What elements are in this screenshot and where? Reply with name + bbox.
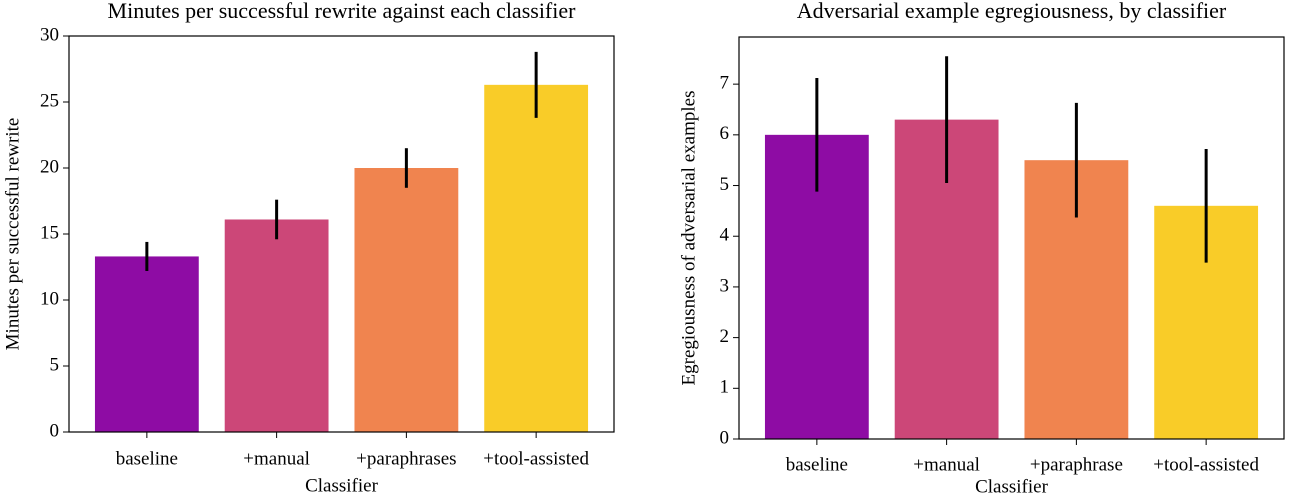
y-tick-label: 25 — [40, 90, 59, 111]
axes-frame — [68, 35, 615, 433]
y-tick-label: 20 — [40, 156, 59, 177]
y-tick-label: 10 — [40, 288, 59, 309]
y-tick-label: 2 — [720, 326, 730, 347]
x-tick-label: +paraphrases — [356, 448, 456, 469]
y-tick-label: 4 — [720, 225, 730, 246]
y-tick-label: 5 — [50, 354, 60, 375]
y-tick-label: 6 — [720, 123, 730, 144]
y-tick-label: 1 — [720, 377, 730, 398]
x-tick-label: +tool-assisted — [483, 448, 589, 469]
y-axis-label: Minutes per successful rewrite — [2, 118, 23, 351]
bar — [484, 84, 589, 432]
bar — [354, 168, 459, 432]
chart: Adversarial example egregiousness, by cl… — [678, 0, 1285, 497]
y-tick-label: 0 — [720, 427, 730, 448]
bar — [94, 256, 199, 432]
y-tick-label: 5 — [720, 174, 730, 195]
x-axis-label: Classifier — [305, 475, 378, 496]
x-axis-label: Classifier — [975, 476, 1048, 497]
y-axis-label: Egregiousness of adversarial examples — [678, 91, 699, 386]
chart-title: Adversarial example egregiousness, by cl… — [797, 0, 1227, 23]
chart: Minutes per successful rewrite against e… — [2, 0, 615, 496]
x-tick-label: +paraphrase — [1030, 454, 1123, 475]
y-tick-label: 0 — [50, 420, 60, 441]
y-tick-label: 15 — [40, 222, 59, 243]
x-tick-label: baseline — [116, 448, 178, 469]
x-tick-label: +tool-assisted — [1153, 454, 1259, 475]
x-tick-label: baseline — [786, 454, 848, 475]
y-tick-label: 30 — [40, 24, 59, 45]
y-tick-label: 3 — [720, 275, 730, 296]
chart-title: Minutes per successful rewrite against e… — [108, 0, 577, 23]
bar — [224, 219, 329, 432]
x-tick-label: +manual — [243, 448, 310, 469]
axes-frame — [738, 36, 1285, 440]
y-tick-label: 7 — [720, 73, 730, 94]
x-tick-label: +manual — [913, 454, 980, 475]
